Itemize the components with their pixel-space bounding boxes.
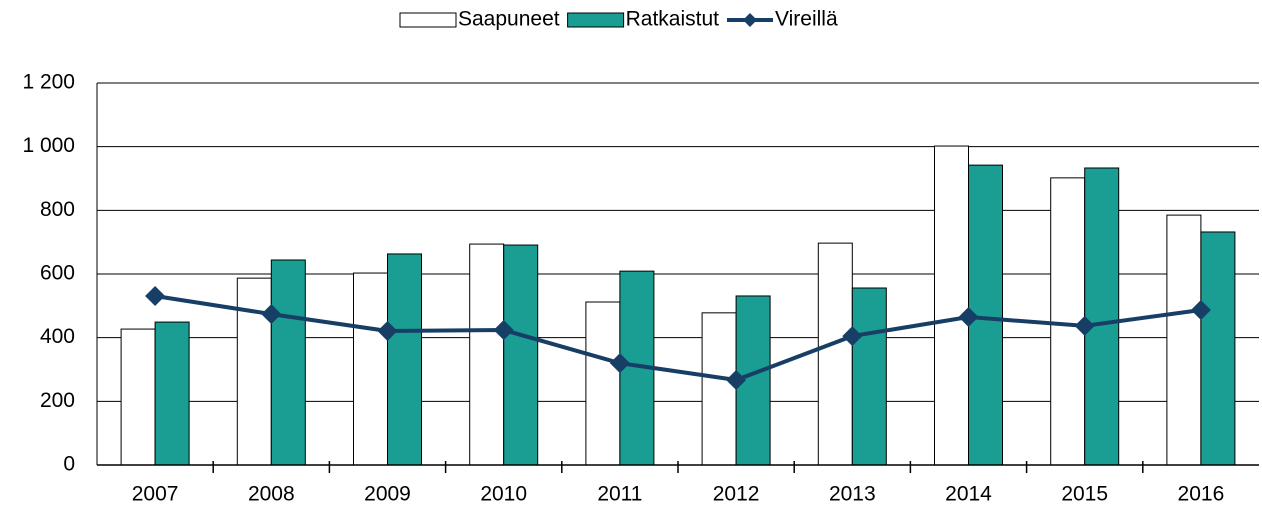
bar — [1084, 167, 1120, 466]
legend: Saapuneet Ratkaistut Vireillä — [399, 8, 838, 31]
x-tick-label: 2012 — [713, 483, 760, 506]
y-tick-label: 600 — [40, 262, 75, 285]
y-tick-label: 0 — [63, 453, 75, 476]
bar — [387, 253, 422, 466]
x-tick-label: 2011 — [597, 483, 642, 506]
legend-marker — [742, 13, 757, 27]
x-tick-label: 2010 — [480, 483, 527, 506]
marker — [1074, 315, 1095, 336]
bar — [270, 259, 306, 466]
bar — [934, 145, 969, 466]
y-tick-label: 800 — [40, 198, 75, 221]
bar — [851, 287, 887, 466]
bar — [154, 321, 190, 466]
bar — [585, 301, 621, 466]
bar — [1166, 214, 1202, 466]
legend-swatch — [567, 12, 625, 28]
bar — [236, 277, 272, 466]
marker — [261, 304, 282, 325]
bar — [701, 312, 737, 466]
y-tick-label: 400 — [40, 325, 75, 348]
x-tick-label: 2008 — [248, 483, 295, 506]
bar — [1200, 231, 1236, 466]
legend-label: Saapuneet — [458, 8, 560, 31]
line — [154, 293, 1202, 383]
y-tick-label: 1 000 — [22, 134, 75, 157]
bar — [120, 328, 156, 466]
legend-swatch — [399, 12, 457, 28]
y-tick-label: 1 200 — [22, 71, 75, 94]
marker — [842, 326, 863, 347]
marker — [726, 370, 747, 391]
legend-label: Ratkaistut — [626, 8, 720, 31]
bar — [353, 272, 388, 466]
marker — [493, 320, 514, 341]
x-tick-label: 2016 — [1178, 483, 1225, 506]
marker — [377, 320, 398, 341]
marker — [145, 285, 166, 306]
bar — [503, 244, 539, 466]
x-tick-label: 2014 — [945, 483, 992, 506]
x-tick-label: 2007 — [132, 483, 179, 506]
bar — [817, 242, 853, 466]
x-tick-label: 2015 — [1061, 483, 1108, 506]
marker — [609, 353, 630, 374]
marker — [958, 306, 979, 327]
y-tick-label: 200 — [40, 389, 75, 412]
marker — [1190, 299, 1211, 320]
x-tick-label: 2013 — [829, 483, 876, 506]
bar — [469, 243, 505, 466]
x-tick-label: 2009 — [364, 483, 411, 506]
legend-label: Vireillä — [775, 8, 838, 31]
